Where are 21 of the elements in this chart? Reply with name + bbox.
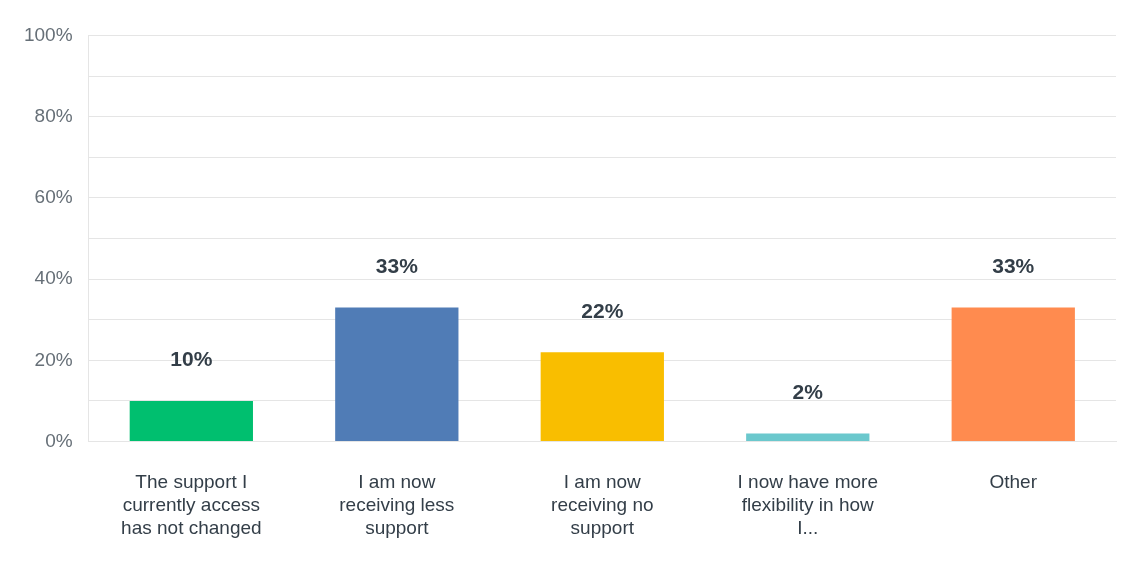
bar xyxy=(129,400,253,442)
x-tick-label: The support I currently access has not changed xyxy=(121,471,262,538)
bar xyxy=(951,307,1075,442)
bar xyxy=(746,433,870,442)
x-tick-label: I am now receiving no support xyxy=(551,471,654,538)
y-tick-label: 20% xyxy=(34,348,73,370)
data-label: 33% xyxy=(375,253,419,277)
x-tick-label: I now have more flexibility in how I... xyxy=(737,471,879,538)
x-tick-label: I am now receiving less support xyxy=(339,471,455,538)
bar xyxy=(335,307,459,442)
data-label: 2% xyxy=(792,379,824,403)
y-tick-label: 40% xyxy=(34,267,73,289)
y-tick-label: 100% xyxy=(23,23,73,45)
data-label: 10% xyxy=(170,347,213,371)
x-tick-label: Other xyxy=(989,471,1038,493)
data-label: 22% xyxy=(581,298,624,322)
bar xyxy=(540,352,664,442)
y-tick-label: 80% xyxy=(34,104,73,126)
data-label: 33% xyxy=(992,253,1035,277)
y-tick-label: 0% xyxy=(45,429,73,451)
y-tick-label: 60% xyxy=(34,186,73,208)
